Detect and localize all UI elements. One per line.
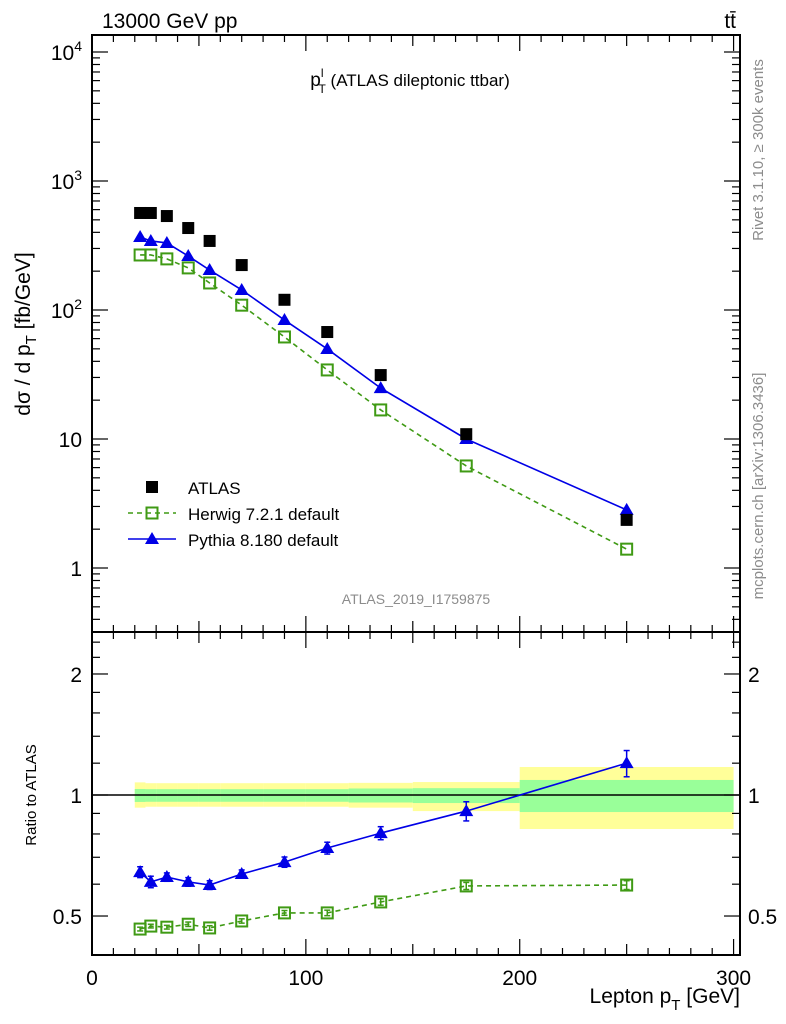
pythia-point [619,502,634,515]
atlas-data-point [321,326,334,339]
x-tick-label: 200 [502,967,537,990]
legend-herwig: Herwig 7.2.1 default [128,505,339,524]
energy-label: 13000 GeV pp [102,10,237,33]
y-tick-label: 1 [70,558,82,581]
pythia-point [277,313,292,326]
y-axis-label: dσ / d pT [fb/GeV] [12,252,40,415]
herwig-ratio-point [320,906,334,920]
atlas-data-point [374,369,387,382]
ratio-tick-label-left: 2 [70,664,82,687]
herwig-ratio-point [459,879,473,893]
atlas-data-point [235,259,248,272]
atlas-data-point [620,513,633,526]
herwig-point [181,261,195,275]
x-tick-label: 300 [716,967,751,990]
atlas-data-point [144,206,157,219]
legend-label: Pythia 8.180 default [188,531,339,550]
herwig-point [459,459,473,473]
herwig-point [320,363,334,377]
pythia-ratio-point [459,804,474,817]
pythia-ratio-point [619,756,634,769]
pythia-point [373,381,388,394]
herwig-ratio-point [235,914,249,928]
pythia-point [320,341,335,354]
herwig-ratio-point [144,919,158,933]
legend-marker-icon [145,532,159,544]
atlas-data-point [182,222,195,235]
legend-pythia: Pythia 8.180 default [128,531,339,550]
ratio-tick-label-left: 0.5 [53,906,82,929]
herwig-point [277,330,291,344]
pythia-ratio-point [373,826,388,839]
x-axis-label: Lepton pT [GeV] [590,985,740,1014]
y-tick-label: 102 [51,296,82,323]
ratio-axis-label: Ratio to ATLAS [23,744,40,845]
ratio-tick-label-left: 1 [70,785,82,808]
legend-label: Herwig 7.2.1 default [188,505,339,524]
pythia-ratio-point [159,870,174,883]
pythia-point [202,263,217,276]
legend-marker-icon [145,506,159,520]
x-tick-label: 100 [288,967,323,990]
x-tick-label: 0 [86,967,98,990]
ratio-band-stat [519,779,734,813]
herwig-ratio-point [203,921,217,935]
pythia-ratio-point [320,841,335,854]
herwig-ratio-point [277,906,291,920]
atlas-data-point [460,428,473,441]
process-label: tt̄ [724,10,736,33]
pythia-ratio-point [234,867,249,880]
analysis-id-watermark: ATLAS_2019_I1759875 [342,591,491,607]
herwig-ratio-point [374,895,388,909]
y-tick-label: 10 [59,429,82,452]
atlas-data-point [134,206,147,219]
herwig-point [620,542,634,556]
mcplots-credit-label: mcplots.cern.ch [arXiv:1306.3436] [750,373,767,600]
pythia-ratio-point [143,874,158,887]
herwig-ratio-point [160,920,174,934]
pythia-ratio-point [277,855,292,868]
legend: ATLAS Herwig 7.2.1 default Pythia 8.180 de… [128,479,339,550]
ratio-tick-label-right: 0.5 [748,906,777,929]
herwig-point [374,403,388,417]
pythia-point [143,233,158,246]
ratio-tick-label-right: 2 [748,664,760,687]
pythia-point [234,282,249,295]
legend-marker-icon [146,481,158,493]
pythia-point [133,230,148,243]
atlas-data-point [160,210,173,223]
rivet-version-label: Rivet 3.1.10, ≥ 300k events [750,59,767,241]
legend-atlas: ATLAS [146,479,241,498]
ratio-tick-label-right: 1 [748,785,760,808]
pythia-ratio-point [181,874,196,887]
herwig-point [203,276,217,290]
legend-label: ATLAS [188,479,241,498]
atlas-data-point [278,293,291,306]
y-tick-label: 103 [51,167,82,194]
herwig-point [160,252,174,266]
herwig-ratio-point [620,878,634,892]
ratio-plot-frame [91,631,741,956]
herwig-point [235,298,249,312]
herwig-ratio-point [181,917,195,931]
y-tick-label: 104 [51,38,82,65]
pythia-point [181,249,196,262]
pythia-ratio-point [202,878,217,891]
plot-title: pl T (ATLAS dileptonic ttbar) [310,66,510,96]
pythia-point [159,235,174,248]
herwig-point [144,248,158,262]
atlas-data-point [203,234,216,247]
pythia-ratio-point [133,865,148,878]
